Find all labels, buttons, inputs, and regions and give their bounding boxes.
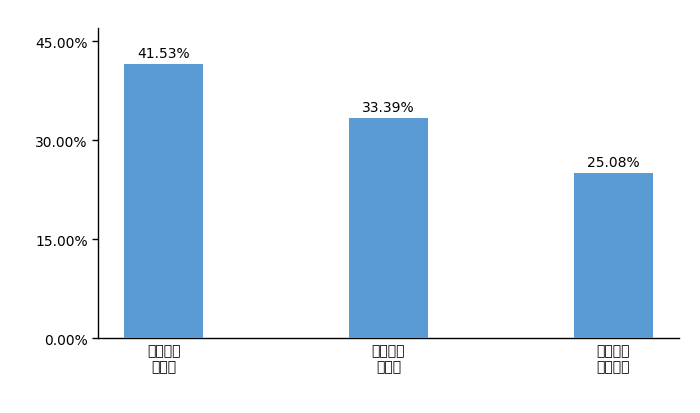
Text: 25.08%: 25.08%	[587, 155, 640, 169]
Text: 33.39%: 33.39%	[362, 101, 415, 115]
Text: 41.53%: 41.53%	[137, 47, 190, 61]
Bar	[349, 119, 428, 339]
Bar	[574, 173, 652, 339]
Bar	[125, 65, 203, 339]
